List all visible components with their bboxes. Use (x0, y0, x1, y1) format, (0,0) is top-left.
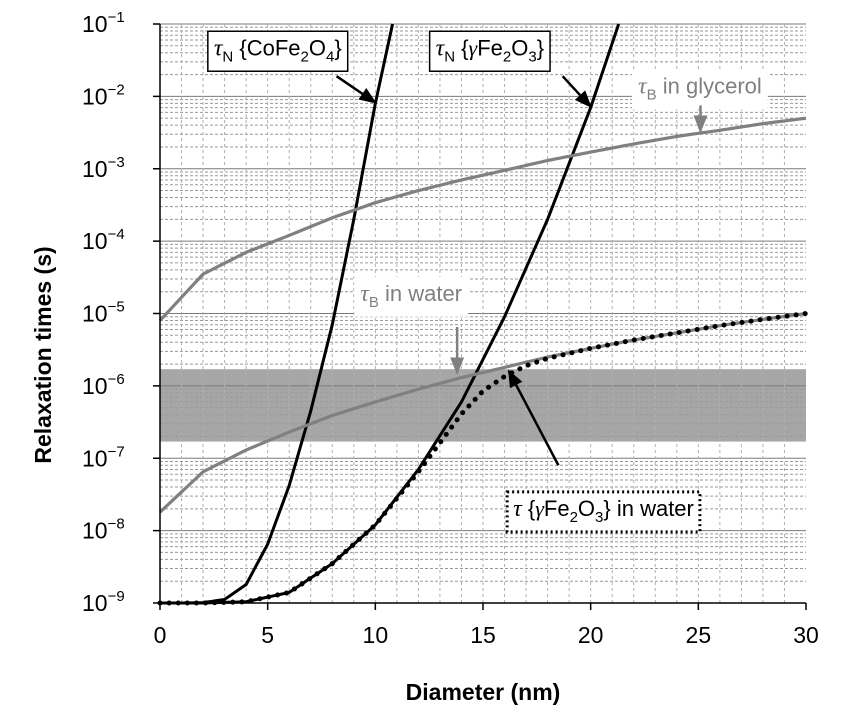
y-tick-label: 10−2 (82, 81, 125, 109)
annotation-effective-water: τ {γFe2O3} in water (505, 369, 702, 534)
annotation-arrow (561, 75, 592, 108)
y-tick-label: 10−6 (82, 371, 125, 399)
y-tick-label: 10−3 (82, 154, 125, 182)
annotation-neel-gfe2o3: τN {γFe2O3} (428, 30, 592, 108)
annotation-arrow (335, 75, 377, 104)
annotation-arrow (507, 369, 560, 466)
y-axis-title: Relaxation times (s) (30, 246, 56, 463)
y-tick-label: 10−4 (82, 226, 125, 254)
x-tick-label: 20 (578, 622, 604, 648)
axes: 0 5 10 15 20 25 30 10−9 10−8 10−7 10−6 10−5 10−4 10−3… (82, 9, 819, 648)
y-tick-label: 10−8 (82, 516, 125, 544)
annotation-label: τ {γFe2O3} in water (513, 496, 694, 526)
annotation-box (428, 30, 551, 73)
y-tick-label: 10−5 (82, 299, 125, 327)
annotation-label: τB in water (360, 281, 462, 311)
x-tick-label: 30 (793, 622, 819, 648)
series-brown-glycerol (158, 116, 807, 322)
annotation-brown-water: τB in water (354, 276, 469, 375)
annotation-label: τB in glycerol (638, 73, 762, 103)
annotations: τN {CoFe2O4} τN {γFe2O3} τB in glycerol τB … (207, 30, 768, 534)
annotation-box (354, 276, 469, 317)
annotation-label: τN {CoFe2O4} (214, 35, 342, 65)
x-tick-label: 10 (363, 622, 389, 648)
annotation-box (207, 30, 349, 73)
annotation-brown-glycerol: τB in glycerol (632, 69, 768, 133)
y-tick-label: 10−1 (82, 9, 125, 37)
x-tick-label: 25 (686, 622, 712, 648)
annotation-box (632, 69, 768, 110)
shaded-band-layer (160, 369, 806, 442)
y-tick-label: 10−7 (82, 443, 125, 471)
x-tick-label: 15 (470, 622, 496, 648)
y-tick-label: 10−9 (82, 588, 125, 616)
x-tick-label: 0 (154, 622, 167, 648)
annotation-neel-cofe2o4: τN {CoFe2O4} (207, 30, 377, 104)
annotation-box (505, 490, 702, 534)
x-axis-title: Diameter (nm) (406, 679, 561, 705)
x-tick-label: 5 (261, 622, 274, 648)
annotation-label: τN {γFe2O3} (436, 35, 544, 65)
shaded-band (160, 369, 806, 442)
